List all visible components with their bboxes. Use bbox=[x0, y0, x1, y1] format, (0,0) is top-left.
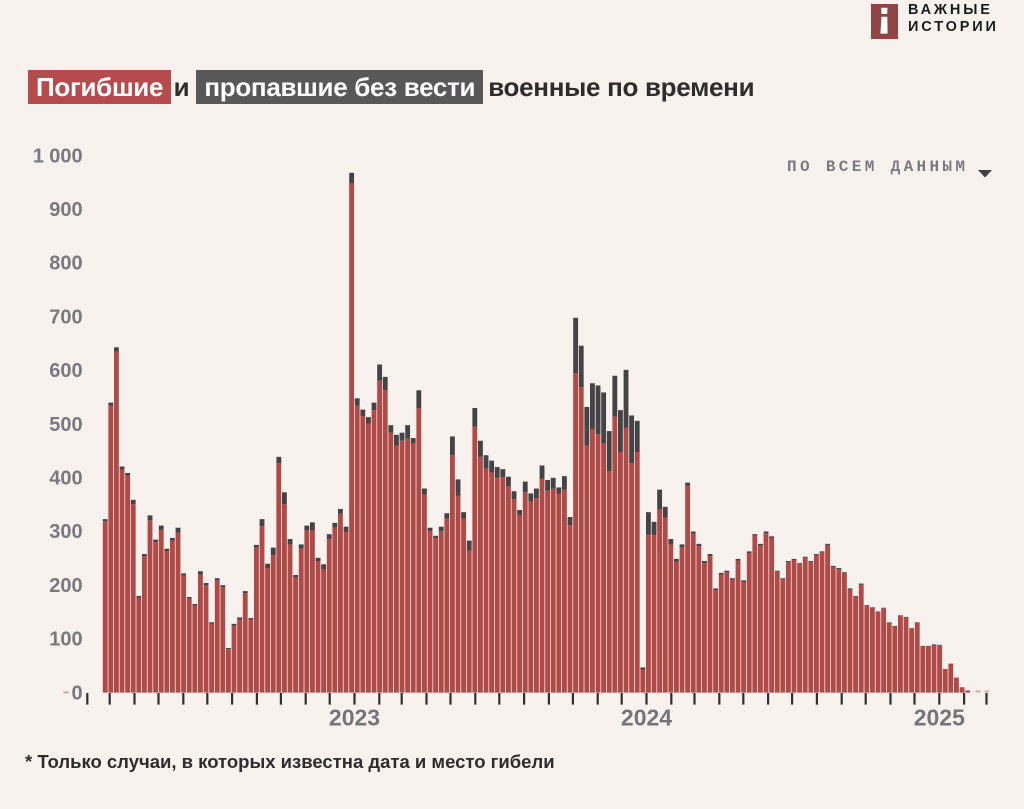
svg-text:500: 500 bbox=[49, 414, 82, 436]
svg-text:200: 200 bbox=[49, 575, 82, 597]
svg-text:000: 000 bbox=[49, 145, 82, 167]
svg-text:0: 0 bbox=[71, 682, 82, 704]
svg-text:2023: 2023 bbox=[329, 705, 380, 731]
svg-text:700: 700 bbox=[49, 306, 82, 328]
svg-text:600: 600 bbox=[49, 360, 82, 382]
svg-text:900: 900 bbox=[49, 199, 82, 221]
svg-text:2024: 2024 bbox=[621, 705, 672, 731]
svg-text:100: 100 bbox=[49, 629, 82, 651]
svg-text:2025: 2025 bbox=[914, 705, 965, 731]
svg-text:300: 300 bbox=[49, 521, 82, 543]
svg-text:400: 400 bbox=[49, 468, 82, 490]
svg-text:800: 800 bbox=[49, 253, 82, 275]
svg-text:1: 1 bbox=[33, 145, 44, 167]
